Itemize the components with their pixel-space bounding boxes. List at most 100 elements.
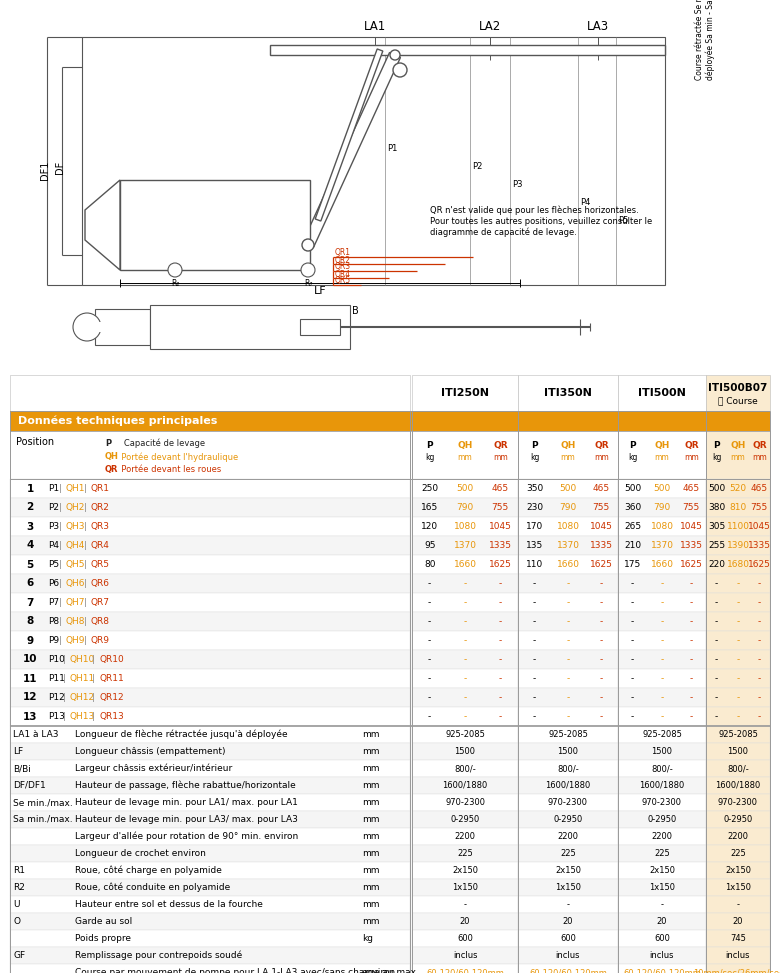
Text: -: - [428, 579, 431, 588]
Text: QR: QR [594, 441, 608, 450]
Text: 800/-: 800/- [651, 764, 673, 773]
Text: 1x150: 1x150 [452, 883, 478, 892]
Text: -: - [736, 674, 739, 683]
Text: -: - [498, 617, 502, 626]
Text: P7: P7 [48, 598, 59, 607]
Text: 3: 3 [27, 522, 34, 531]
Text: QH5: QH5 [66, 560, 86, 569]
Text: QR: QR [752, 441, 767, 450]
Bar [706, 479, 770, 498]
Text: 755: 755 [593, 503, 610, 512]
Bar [518, 650, 618, 669]
Text: mm: mm [362, 832, 380, 841]
Text: -: - [498, 712, 502, 721]
Text: 380: 380 [708, 503, 725, 512]
Bar [412, 375, 518, 411]
Text: inclus: inclus [555, 951, 580, 960]
Bar [518, 913, 618, 930]
Text: 1080: 1080 [651, 522, 673, 531]
Text: -: - [715, 693, 718, 702]
Text: 465: 465 [593, 484, 610, 493]
Bar [412, 688, 518, 707]
Bar [10, 964, 410, 973]
Text: -: - [757, 655, 761, 664]
Text: -: - [661, 900, 664, 909]
Bar [95, 309, 150, 345]
Bar [518, 760, 618, 777]
Text: mm: mm [362, 815, 380, 824]
Text: mm: mm [362, 883, 380, 892]
Text: 1100: 1100 [726, 522, 750, 531]
Bar [412, 930, 518, 947]
Text: 0-2950: 0-2950 [553, 815, 583, 824]
Text: mm: mm [752, 453, 767, 462]
Text: 1660: 1660 [651, 560, 673, 569]
Text: Course par mouvement de pompe pour LA 1-LA3 avec/sans charge au max.: Course par mouvement de pompe pour LA 1-… [75, 968, 419, 973]
Text: -: - [715, 712, 718, 721]
Bar [412, 631, 518, 650]
Text: 1: 1 [27, 484, 34, 493]
Text: |: | [92, 674, 95, 683]
Text: Hauteur de levage min. pour LA3/ max. pour LA3: Hauteur de levage min. pour LA3/ max. po… [75, 815, 298, 824]
Text: LA1: LA1 [364, 20, 386, 33]
Bar [412, 947, 518, 964]
Bar [518, 964, 618, 973]
Text: mm: mm [654, 453, 669, 462]
Text: 925-2085: 925-2085 [642, 730, 682, 739]
Text: R1: R1 [13, 866, 25, 875]
Bar [706, 743, 770, 760]
Text: QR8: QR8 [90, 617, 109, 626]
Text: mm: mm [493, 453, 508, 462]
Text: QH6: QH6 [66, 579, 86, 588]
Text: -: - [736, 636, 739, 645]
Text: Longueur de crochet environ: Longueur de crochet environ [75, 849, 206, 858]
Text: -: - [661, 617, 664, 626]
Text: DF1: DF1 [40, 161, 50, 180]
Text: QR11: QR11 [99, 674, 124, 683]
Text: DF: DF [55, 161, 65, 174]
Bar [618, 930, 706, 947]
Text: 165: 165 [421, 503, 438, 512]
Text: 2x150: 2x150 [649, 866, 675, 875]
Bar [706, 574, 770, 593]
Text: 170: 170 [526, 522, 544, 531]
Text: 500: 500 [654, 484, 671, 493]
Text: 10mm/sec/26mm/sec: 10mm/sec/26mm/sec [693, 968, 780, 973]
Bar [618, 879, 706, 896]
Circle shape [73, 313, 101, 341]
Text: 1600/1880: 1600/1880 [545, 781, 590, 790]
Text: 1335: 1335 [680, 541, 703, 550]
Text: -: - [736, 900, 739, 909]
Text: -: - [600, 712, 603, 721]
Text: QH: QH [457, 441, 473, 450]
Bar [10, 828, 410, 845]
Text: |: | [59, 636, 62, 645]
Bar [706, 845, 770, 862]
Text: QR1: QR1 [90, 484, 109, 493]
Text: inclus: inclus [650, 951, 674, 960]
Text: R₇: R₇ [304, 279, 312, 289]
Text: kg: kg [628, 453, 637, 462]
Bar [150, 305, 350, 349]
Text: 500: 500 [559, 484, 576, 493]
Text: P13: P13 [48, 712, 65, 721]
Text: 95: 95 [424, 541, 435, 550]
Text: P4: P4 [48, 541, 59, 550]
Text: -: - [566, 693, 569, 702]
Text: P: P [714, 441, 720, 450]
Text: 600: 600 [457, 934, 473, 943]
Text: P5: P5 [48, 560, 59, 569]
Text: |: | [83, 484, 87, 493]
Text: 20: 20 [657, 917, 667, 926]
Text: -: - [736, 655, 739, 664]
Text: |: | [83, 598, 87, 607]
Text: -: - [463, 617, 466, 626]
Text: 810: 810 [729, 503, 746, 512]
Text: 230: 230 [526, 503, 543, 512]
Text: 1335: 1335 [748, 541, 771, 550]
Text: 790: 790 [456, 503, 473, 512]
Bar [518, 896, 618, 913]
Text: 1335: 1335 [489, 541, 512, 550]
Text: mm: mm [561, 453, 576, 462]
Circle shape [390, 50, 400, 60]
